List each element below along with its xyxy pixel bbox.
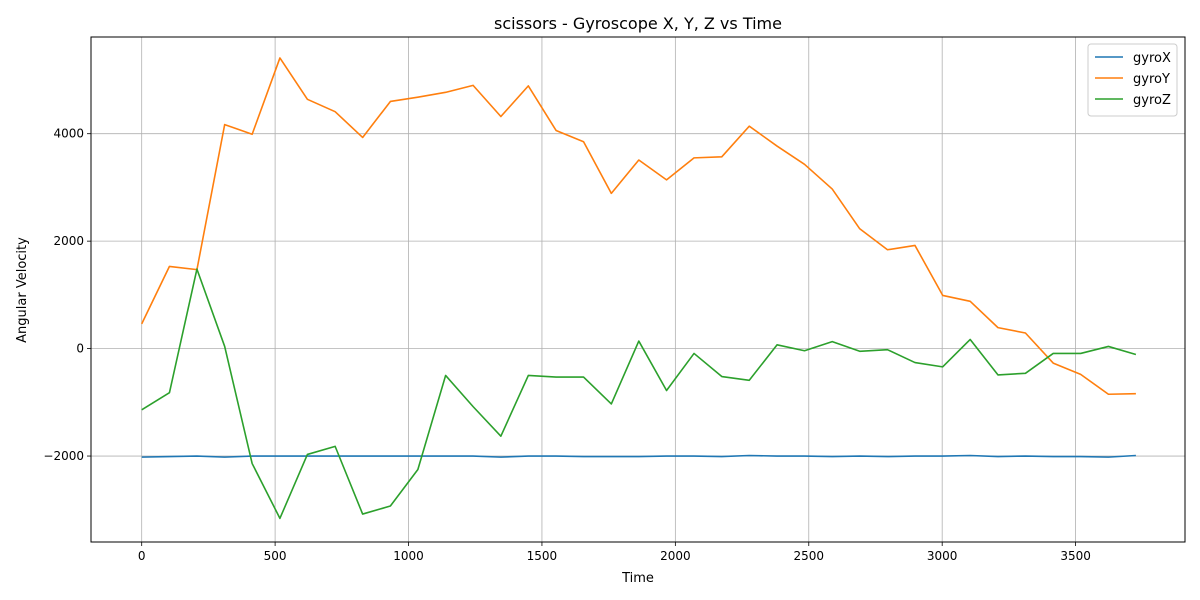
x-axis-title: Time xyxy=(621,571,654,586)
x-tick-label: 2500 xyxy=(793,549,824,563)
y-axis-title: Angular Velocity xyxy=(15,237,30,343)
plot-area-frame xyxy=(90,36,1186,543)
x-tick-label: 500 xyxy=(264,549,287,563)
legend-label-gyroZ: gyroZ xyxy=(1133,93,1171,108)
series-lines xyxy=(140,57,1137,520)
legend: gyroX gyroY gyroZ xyxy=(1087,43,1178,117)
legend-label-gyroY: gyroY xyxy=(1133,72,1170,87)
series-line-gyroZ xyxy=(141,268,1137,520)
series-line-gyroY xyxy=(140,57,1136,396)
legend-box xyxy=(1087,43,1178,117)
x-tick-label: 2000 xyxy=(660,549,691,563)
y-tick-label: 2000 xyxy=(53,234,84,248)
x-tick-label: 3500 xyxy=(1060,549,1091,563)
axis-ticks: 0 500 1000 1500 2000 2500 3000 3500 −2000 0 2000 40… xyxy=(43,127,1090,563)
chart-title: scissors - Gyroscope X, Y, Z vs Time xyxy=(494,14,782,33)
x-tick-label: 0 xyxy=(138,549,146,563)
x-tick-label: 3000 xyxy=(927,549,958,563)
x-tick-label: 1500 xyxy=(527,549,558,563)
y-tick-label: −2000 xyxy=(43,449,84,463)
y-tick-label: 4000 xyxy=(53,127,84,141)
y-tick-label: 0 xyxy=(76,342,84,356)
x-tick-label: 1000 xyxy=(393,549,424,563)
legend-label-gyroX: gyroX xyxy=(1133,51,1171,66)
